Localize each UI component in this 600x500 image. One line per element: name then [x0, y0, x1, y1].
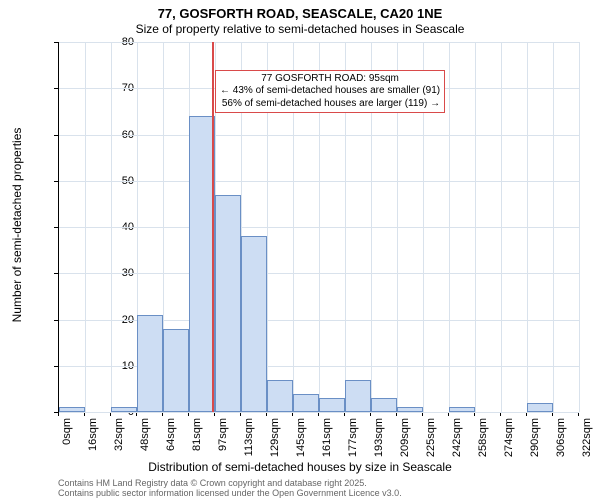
gridline-v: [449, 42, 450, 412]
gridline-v: [527, 42, 528, 412]
histogram-bar: [189, 116, 215, 412]
x-tick-label: 16sqm: [87, 418, 99, 451]
histogram-bar: [371, 398, 397, 412]
x-tick-label: 0sqm: [61, 418, 73, 445]
x-tick-label: 48sqm: [139, 418, 151, 451]
x-tick-label: 225sqm: [425, 418, 437, 457]
gridline-v: [475, 42, 476, 412]
x-tick-label: 64sqm: [165, 418, 177, 451]
x-tick-label: 129sqm: [269, 418, 281, 457]
gridline-v: [85, 42, 86, 412]
histogram-bar: [449, 407, 475, 412]
gridline-v: [579, 42, 580, 412]
footer-line-2: Contains public sector information licen…: [58, 488, 402, 498]
x-tick-label: 113sqm: [243, 418, 255, 456]
x-tick-label: 32sqm: [113, 418, 125, 451]
annotation-line: 77 GOSFORTH ROAD: 95sqm: [220, 73, 440, 86]
gridline-v: [553, 42, 554, 412]
annotation-box: 77 GOSFORTH ROAD: 95sqm← 43% of semi-det…: [215, 70, 445, 114]
gridline-v: [111, 42, 112, 412]
chart-title-main: 77, GOSFORTH ROAD, SEASCALE, CA20 1NE: [0, 6, 600, 21]
gridline-v: [501, 42, 502, 412]
chart-footer: Contains HM Land Registry data © Crown c…: [58, 478, 402, 499]
x-tick-label: 242sqm: [451, 418, 463, 457]
histogram-bar: [319, 398, 345, 412]
y-axis-label: Number of semi-detached properties: [10, 128, 24, 323]
histogram-bar: [215, 195, 241, 412]
histogram-chart: 77, GOSFORTH ROAD, SEASCALE, CA20 1NE Si…: [0, 0, 600, 500]
gridline-h: [59, 412, 579, 413]
x-axis-label: Distribution of semi-detached houses by …: [0, 460, 600, 474]
histogram-bar: [163, 329, 189, 412]
histogram-bar: [137, 315, 163, 412]
histogram-bar: [267, 380, 293, 412]
x-tick-label: 322sqm: [581, 418, 593, 457]
x-tick-label: 258sqm: [477, 418, 489, 457]
x-tick-label: 306sqm: [555, 418, 567, 457]
histogram-bar: [397, 407, 423, 412]
annotation-line: ← 43% of semi-detached houses are smalle…: [220, 85, 440, 98]
histogram-bar: [527, 403, 553, 412]
x-tick-label: 193sqm: [373, 418, 385, 457]
x-tick-label: 161sqm: [321, 418, 333, 457]
histogram-bar: [293, 394, 319, 413]
x-tick-label: 209sqm: [399, 418, 411, 457]
plot-area: 77 GOSFORTH ROAD: 95sqm← 43% of semi-det…: [58, 42, 579, 413]
histogram-bar: [241, 236, 267, 412]
x-tick-label: 81sqm: [191, 418, 203, 451]
histogram-bar: [59, 407, 85, 412]
x-tick-label: 274sqm: [503, 418, 515, 457]
x-tick-label: 145sqm: [295, 418, 307, 457]
histogram-bar: [345, 380, 371, 412]
histogram-bar: [111, 407, 137, 412]
x-tick-label: 290sqm: [529, 418, 541, 457]
annotation-line: 56% of semi-detached houses are larger (…: [220, 98, 440, 111]
footer-line-1: Contains HM Land Registry data © Crown c…: [58, 478, 402, 488]
x-tick-label: 97sqm: [217, 418, 229, 451]
x-tick-label: 177sqm: [347, 418, 359, 457]
chart-title-sub: Size of property relative to semi-detach…: [0, 22, 600, 36]
